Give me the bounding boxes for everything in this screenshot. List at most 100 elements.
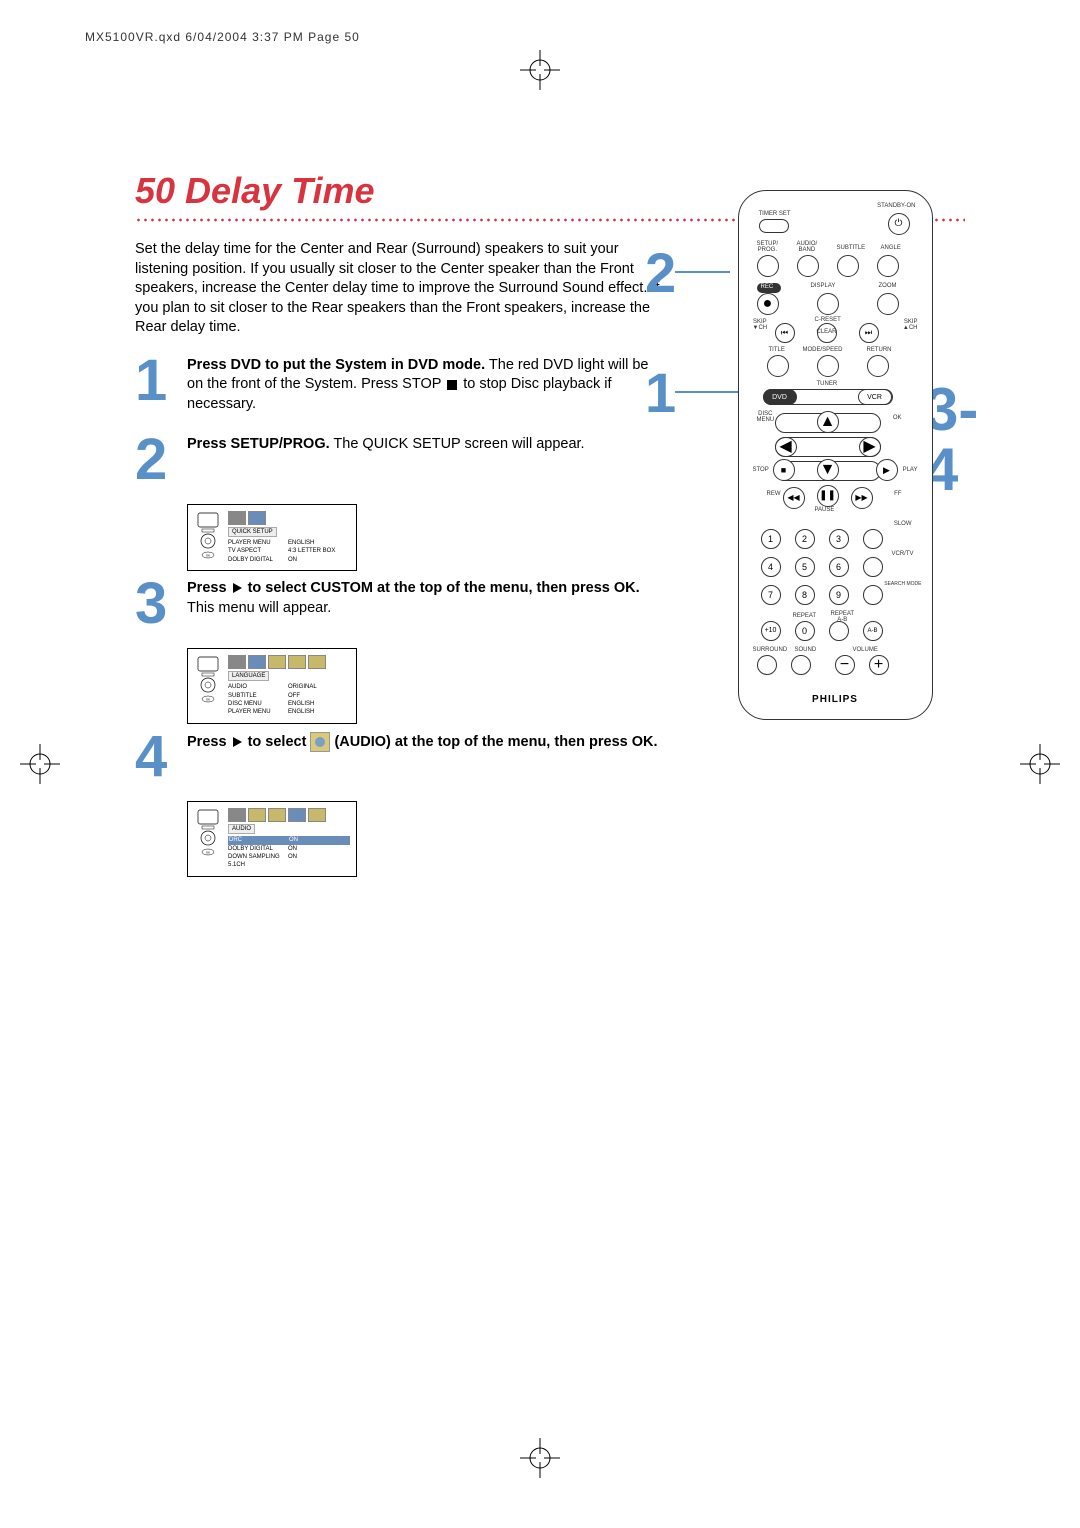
step-1: 1 Press DVD to put the System in DVD mod… xyxy=(135,356,665,415)
audio-band-button[interactable] xyxy=(797,255,819,277)
display-button[interactable] xyxy=(817,293,839,315)
right-arrow-icon xyxy=(233,583,242,593)
callout-1: 1 xyxy=(645,365,676,421)
navpad-icon: OK xyxy=(194,511,222,564)
menu-title: QUICK SETUP xyxy=(228,527,277,537)
step-4: 4 Press to select (AUDIO) at the top of … xyxy=(135,732,665,781)
step-body: Press to select CUSTOM at the top of the… xyxy=(187,579,665,628)
audio-menu-screenshot: OK AUDIO DRCONDOLBY DIGITALONDOWN SAMPLI… xyxy=(187,801,357,877)
surround-label: SURROUND xyxy=(753,647,788,653)
svg-text:OK: OK xyxy=(206,698,210,702)
step-bold: Press SETUP/PROG. xyxy=(187,436,330,452)
skip-up-label: SKIP ▲CH xyxy=(903,319,918,331)
audio-band-label: AUDIO/ BAND xyxy=(797,241,818,253)
right-button[interactable]: ▶ xyxy=(859,437,881,457)
svg-text:OK: OK xyxy=(206,553,210,557)
remote-diagram: 2 1 3-4 TIMER SET STANDBY-ON ⏻ SETUP/ PR… xyxy=(675,190,995,720)
subtitle-button[interactable] xyxy=(837,255,859,277)
menu-row: DOWN SAMPLINGON xyxy=(228,853,350,861)
ff-button[interactable]: ▶▶ xyxy=(851,487,873,509)
disc-menu-label: DISC MENU xyxy=(757,411,775,423)
ok-label: OK xyxy=(893,415,902,421)
num-8-button[interactable]: 8 xyxy=(795,585,815,605)
audio-tab-icon xyxy=(310,732,330,752)
sound-button[interactable] xyxy=(791,655,811,675)
angle-button[interactable] xyxy=(877,255,899,277)
slow-button[interactable] xyxy=(863,529,883,549)
rew-label: REW xyxy=(767,491,781,497)
tuner-label: TUNER xyxy=(817,381,838,387)
num-1-button[interactable]: 1 xyxy=(761,529,781,549)
step-body: Press to select (AUDIO) at the top of th… xyxy=(187,732,665,781)
return-label: RETURN xyxy=(867,347,892,353)
step-number: 4 xyxy=(135,732,187,781)
vcrtv-label: VCR/TV xyxy=(891,551,913,557)
modespeed-button[interactable] xyxy=(817,355,839,377)
menu-row: DOLBY DIGITALON xyxy=(228,845,350,853)
language-menu-screenshot: OK LANGUAGE AUDIOORIGINALSUBTITLEOFFDISC… xyxy=(187,648,357,724)
intro-paragraph: Set the delay time for the Center and Re… xyxy=(135,240,665,338)
repeat-button[interactable] xyxy=(829,621,849,641)
left-button[interactable]: ◀ xyxy=(775,437,797,457)
step-text: This menu will appear. xyxy=(187,600,331,616)
return-button[interactable] xyxy=(867,355,889,377)
step-body: Press DVD to put the System in DVD mode.… xyxy=(187,356,665,415)
step-number: 3 xyxy=(135,579,187,628)
step-bold: Press xyxy=(187,580,231,596)
menu-row: DRCON xyxy=(228,836,350,844)
pause-button[interactable]: ❚❚ xyxy=(817,485,839,507)
step-2: 2 Press SETUP/PROG. The QUICK SETUP scre… xyxy=(135,435,665,484)
standby-button[interactable]: ⏻ xyxy=(888,213,910,235)
surround-button[interactable] xyxy=(757,655,777,675)
rew-button[interactable]: ◀◀ xyxy=(783,487,805,509)
modespeed-label: MODE/SPEED xyxy=(803,347,843,353)
num-7-button[interactable]: 7 xyxy=(761,585,781,605)
step-bold: to select xyxy=(244,734,311,750)
navpad-icon: OK xyxy=(194,808,222,870)
stop-label: STOP xyxy=(753,467,769,473)
dvd-button[interactable]: DVD xyxy=(763,389,797,405)
menu-row: DOLBY DIGITALON xyxy=(228,556,350,564)
vol-up-button[interactable]: + xyxy=(869,655,889,675)
skip-fwd-button[interactable]: ⏭ xyxy=(859,323,879,343)
callout-3-4: 3-4 xyxy=(925,380,995,500)
setup-button[interactable] xyxy=(757,255,779,277)
crop-mark-left xyxy=(20,744,60,784)
num-9-button[interactable]: 9 xyxy=(829,585,849,605)
step-text: The QUICK SETUP screen will appear. xyxy=(330,436,585,452)
step-3: 3 Press to select CUSTOM at the top of t… xyxy=(135,579,665,628)
title-button[interactable] xyxy=(767,355,789,377)
crop-mark-bottom xyxy=(520,1438,560,1478)
step-number: 2 xyxy=(135,435,187,484)
play-button[interactable]: ▶ xyxy=(876,459,898,481)
num-4-button[interactable]: 4 xyxy=(761,557,781,577)
up-button[interactable]: ▲ xyxy=(817,411,839,433)
search-button[interactable] xyxy=(863,585,883,605)
repeat-ab-button[interactable]: A-B xyxy=(863,621,883,641)
num-3-button[interactable]: 3 xyxy=(829,529,849,549)
zero-button[interactable]: 0 xyxy=(795,621,815,641)
right-arrow-icon xyxy=(233,737,242,747)
skip-back-button[interactable]: ⏮ xyxy=(775,323,795,343)
vcr-button[interactable]: VCR xyxy=(858,389,892,405)
timer-set-button[interactable] xyxy=(759,219,789,233)
num-5-button[interactable]: 5 xyxy=(795,557,815,577)
repeat-label: REPEAT xyxy=(793,613,817,619)
volume-label: VOLUME xyxy=(853,647,878,653)
num-2-button[interactable]: 2 xyxy=(795,529,815,549)
vol-down-button[interactable]: − xyxy=(835,655,855,675)
steps-list: 1 Press DVD to put the System in DVD mod… xyxy=(135,356,665,877)
display-label: DISPLAY xyxy=(811,283,836,289)
down-button[interactable]: ▼ xyxy=(817,459,839,481)
rec-button[interactable]: ● xyxy=(757,293,779,315)
num-6-button[interactable]: 6 xyxy=(829,557,849,577)
play-label: PLAY xyxy=(903,467,918,473)
vcrtv-button[interactable] xyxy=(863,557,883,577)
stop-button[interactable]: ■ xyxy=(773,459,795,481)
page-header: MX5100VR.qxd 6/04/2004 3:37 PM Page 50 xyxy=(85,30,360,44)
plus10-button[interactable]: +10 xyxy=(761,621,781,641)
ff-label: FF xyxy=(894,491,901,497)
zoom-button[interactable] xyxy=(877,293,899,315)
timer-set-label: TIMER SET xyxy=(759,211,791,217)
step-bold: Press xyxy=(187,734,231,750)
